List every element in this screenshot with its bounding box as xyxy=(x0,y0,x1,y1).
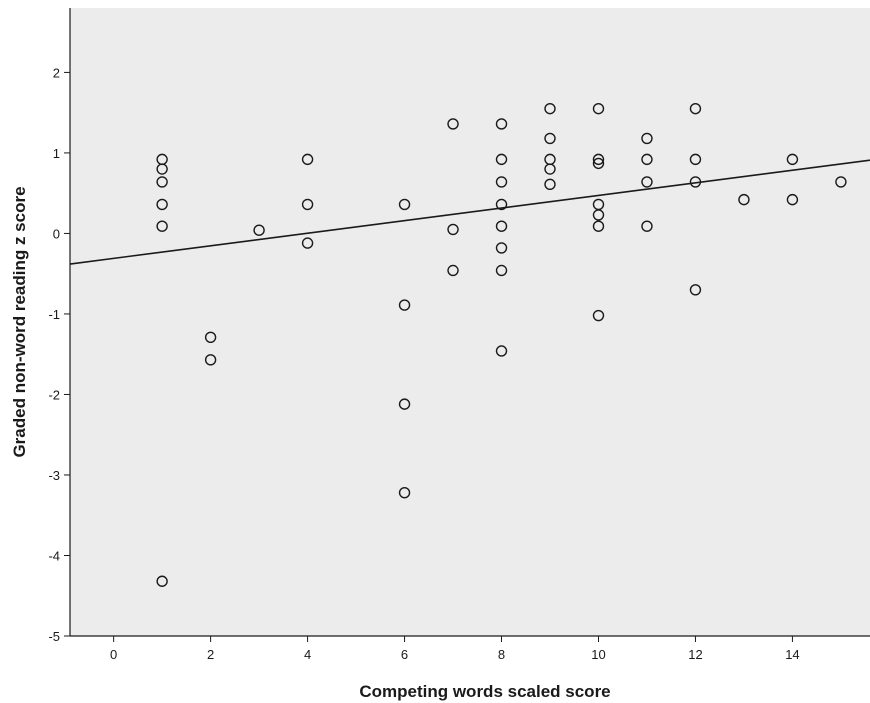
data-point xyxy=(592,309,605,322)
data-point xyxy=(495,118,508,130)
plot-area xyxy=(70,8,870,636)
data-point xyxy=(544,163,556,175)
x-tick-label: 4 xyxy=(304,647,311,662)
data-point xyxy=(641,132,653,145)
data-point xyxy=(641,176,653,188)
x-tick-label: 10 xyxy=(591,647,605,662)
data-point xyxy=(398,398,411,410)
x-tick-label: 8 xyxy=(498,647,505,662)
data-point xyxy=(156,220,168,232)
y-tick-label: 1 xyxy=(53,146,60,161)
data-point xyxy=(544,178,556,191)
x-tick-label: 14 xyxy=(785,647,799,662)
data-point xyxy=(398,198,411,211)
data-point xyxy=(495,198,508,211)
data-point xyxy=(156,575,168,587)
data-point xyxy=(495,153,508,166)
data-point xyxy=(689,153,702,166)
x-tick-label: 6 xyxy=(401,647,408,662)
y-tick-label: -1 xyxy=(48,307,60,322)
data-point xyxy=(156,198,168,211)
data-point xyxy=(495,264,508,277)
data-point xyxy=(592,157,605,170)
regression-line-group xyxy=(69,159,870,265)
data-point xyxy=(495,220,508,232)
x-tick-label: 12 xyxy=(688,647,702,662)
data-point xyxy=(641,153,653,166)
data-point xyxy=(447,223,459,236)
x-tick-label: 0 xyxy=(110,647,117,662)
x-tick-label: 2 xyxy=(207,647,214,662)
data-point xyxy=(447,118,459,130)
data-point xyxy=(204,331,217,343)
y-tick-label: -4 xyxy=(48,548,60,563)
data-point xyxy=(495,176,508,188)
data-point xyxy=(301,237,314,249)
y-tick-label: 2 xyxy=(53,65,60,80)
data-point xyxy=(835,176,847,188)
data-point xyxy=(689,102,702,115)
data-point xyxy=(156,176,168,188)
y-axis-title: Graded non-word reading z score xyxy=(10,186,29,457)
data-point xyxy=(544,132,556,145)
data-point xyxy=(689,284,702,296)
data-point xyxy=(786,153,799,166)
data-point xyxy=(301,198,314,211)
data-point xyxy=(253,224,265,236)
data-point xyxy=(204,354,217,366)
data-point xyxy=(592,220,605,232)
data-point xyxy=(689,176,702,188)
data-point xyxy=(398,486,411,499)
data-point xyxy=(301,153,314,166)
data-points xyxy=(156,102,847,587)
data-point xyxy=(592,102,605,115)
regression-line xyxy=(69,159,870,265)
y-tick-label: -2 xyxy=(48,387,60,402)
data-point xyxy=(738,193,750,206)
data-point xyxy=(495,345,508,357)
x-axis-title: Competing words scaled score xyxy=(359,682,610,701)
data-point xyxy=(544,102,556,115)
data-point xyxy=(398,299,411,311)
data-point xyxy=(447,264,459,277)
data-point xyxy=(495,242,508,254)
data-point xyxy=(592,209,605,221)
data-point xyxy=(641,220,653,232)
data-point xyxy=(786,193,799,206)
y-tick-label: -5 xyxy=(48,629,60,644)
data-point xyxy=(156,163,168,175)
data-point xyxy=(592,153,605,166)
y-tick-label: 0 xyxy=(53,226,60,241)
y-tick-label: -3 xyxy=(48,468,60,483)
